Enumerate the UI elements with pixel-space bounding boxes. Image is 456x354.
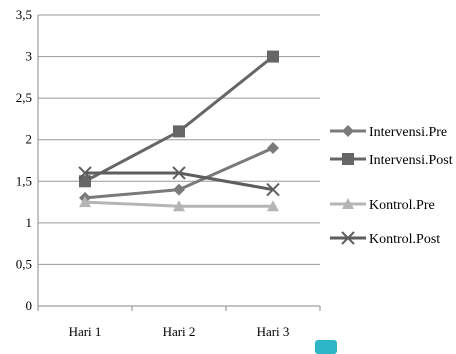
legend-entry: Intervensi.Pre xyxy=(330,125,447,140)
x-tick-label: Hari 2 xyxy=(163,324,196,339)
y-tick-label: 3,5 xyxy=(16,7,32,22)
data-point-square xyxy=(267,50,279,63)
data-point-square xyxy=(79,175,91,188)
x-tick-label: Hari 1 xyxy=(69,324,102,339)
series-lines xyxy=(78,50,280,212)
series-line xyxy=(84,55,274,183)
data-point-diamond xyxy=(173,183,185,196)
axes xyxy=(37,15,321,311)
y-tick-label: 2 xyxy=(26,132,33,147)
data-point-x xyxy=(172,166,186,180)
data-point-triangle xyxy=(173,200,185,212)
y-tick-label: 1 xyxy=(26,215,33,230)
legend-marker-x xyxy=(341,231,355,245)
series-kontrol-post xyxy=(78,166,280,197)
legend-entry: Intervensi.Post xyxy=(330,153,453,168)
data-point-x xyxy=(78,166,92,180)
data-point-triangle xyxy=(79,196,91,208)
y-axis-tick-labels: 0 0,5 1 1,5 2 2,5 3 3,5 xyxy=(16,7,32,313)
series-intervensi-post xyxy=(79,50,279,188)
data-point-triangle xyxy=(267,200,279,212)
series-kontrol-pre xyxy=(79,196,279,212)
legend-marker-square xyxy=(342,153,354,165)
legend-entry: Kontrol.Pre xyxy=(330,198,435,213)
legend-label: Intervensi.Post xyxy=(369,153,453,168)
y-tick-label: 0 xyxy=(26,298,33,313)
legend-label: Intervensi.Pre xyxy=(369,125,447,140)
y-tick-label: 0,5 xyxy=(16,256,32,271)
data-point-x xyxy=(266,182,280,197)
legend-marker-diamond xyxy=(342,125,354,137)
legend: Intervensi.Pre Intervensi.Post Kontrol.Pre… xyxy=(330,125,453,247)
y-tick-label: 3 xyxy=(26,49,33,64)
x-axis-tick-labels: Hari 1 Hari 2 Hari 3 xyxy=(69,324,290,339)
y-tick-label: 2,5 xyxy=(16,90,32,105)
legend-label: Kontrol.Post xyxy=(369,232,440,247)
y-tick-label: 1,5 xyxy=(16,173,32,188)
legend-marker-triangle xyxy=(342,198,354,209)
corner-badge-icon xyxy=(315,340,337,354)
x-tick-label: Hari 3 xyxy=(257,324,290,339)
legend-entry: Kontrol.Post xyxy=(330,231,440,247)
legend-label: Kontrol.Pre xyxy=(369,198,435,213)
data-point-diamond xyxy=(267,142,279,155)
data-point-square xyxy=(173,125,185,138)
